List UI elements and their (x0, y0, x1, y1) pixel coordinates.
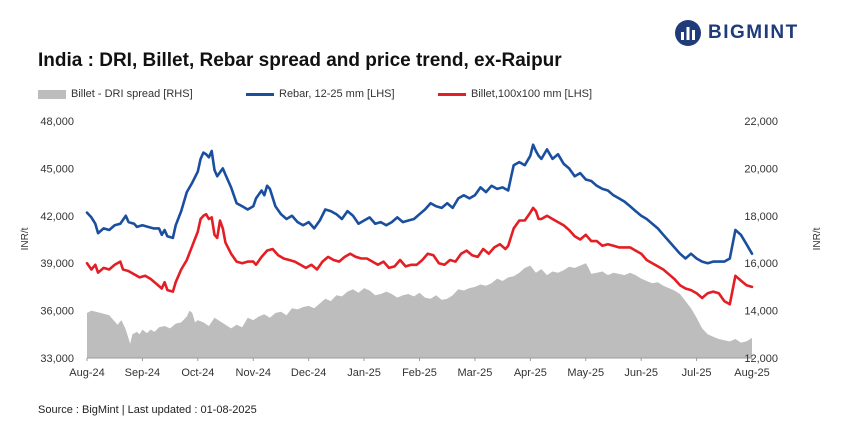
brand-name: BIGMINT (708, 22, 799, 43)
y-tick-label-left: 39,000 (40, 258, 74, 270)
legend-label-billet: Billet,100x100 mm [LHS] (471, 88, 593, 100)
x-tick-label: Aug-24 (69, 367, 104, 379)
y-axis-label-right: INR/t (812, 227, 823, 250)
chart-title: India : DRI, Billet, Rebar spread and pr… (38, 50, 562, 71)
source-note: Source : BigMint | Last updated : 01-08-… (38, 404, 257, 416)
x-tick-label: Jun-25 (624, 367, 658, 379)
legend-item-rebar: Rebar, 12-25 mm [LHS] (246, 88, 395, 100)
y-tick-label-right: 14,000 (744, 306, 778, 318)
bigmint-logo-icon (675, 20, 701, 46)
y-tick-label-right: 22,000 (744, 116, 778, 128)
x-tick-label: Nov-24 (236, 367, 271, 379)
y-tick-label-right: 20,000 (744, 163, 778, 175)
y-tick-label-left: 48,000 (40, 116, 74, 128)
x-tick-label: Sep-24 (125, 367, 160, 379)
y-tick-label-right: 18,000 (744, 211, 778, 223)
x-tick-label: Feb-25 (402, 367, 437, 379)
y-tick-label-left: 45,000 (40, 163, 74, 175)
y-tick-label-left: 42,000 (40, 211, 74, 223)
y-tick-label-left: 36,000 (40, 306, 74, 318)
legend-label-spread: Billet - DRI spread [RHS] (71, 88, 193, 100)
legend-item-spread: Billet - DRI spread [RHS] (38, 88, 193, 100)
rebar-line (85, 143, 754, 265)
y-axis-label-left: INR/t (20, 227, 31, 250)
brand-logo: BIGMINT (674, 18, 799, 48)
x-tick-label: May-25 (567, 367, 604, 379)
y-tick-label-right: 12,000 (744, 353, 778, 365)
y-tick-label-right: 16,000 (744, 258, 778, 270)
x-tick-label: Mar-25 (457, 367, 492, 379)
x-tick-label: Dec-24 (291, 367, 326, 379)
x-tick-label: Aug-25 (734, 367, 769, 379)
legend-label-rebar: Rebar, 12-25 mm [LHS] (279, 88, 395, 100)
legend-item-billet: Billet,100x100 mm [LHS] (438, 88, 592, 100)
billet-line (85, 206, 754, 306)
x-tick-label: Jul-25 (682, 367, 712, 379)
y-tick-label-left: 33,000 (40, 353, 74, 365)
legend-swatch-billet (438, 92, 466, 96)
x-tick-label: Oct-24 (181, 367, 214, 379)
legend-swatch-rebar (246, 92, 274, 96)
spread-area (87, 263, 752, 358)
x-tick-label: Jan-25 (347, 367, 381, 379)
x-tick-label: Apr-25 (514, 367, 547, 379)
legend-swatch-spread (38, 89, 66, 99)
